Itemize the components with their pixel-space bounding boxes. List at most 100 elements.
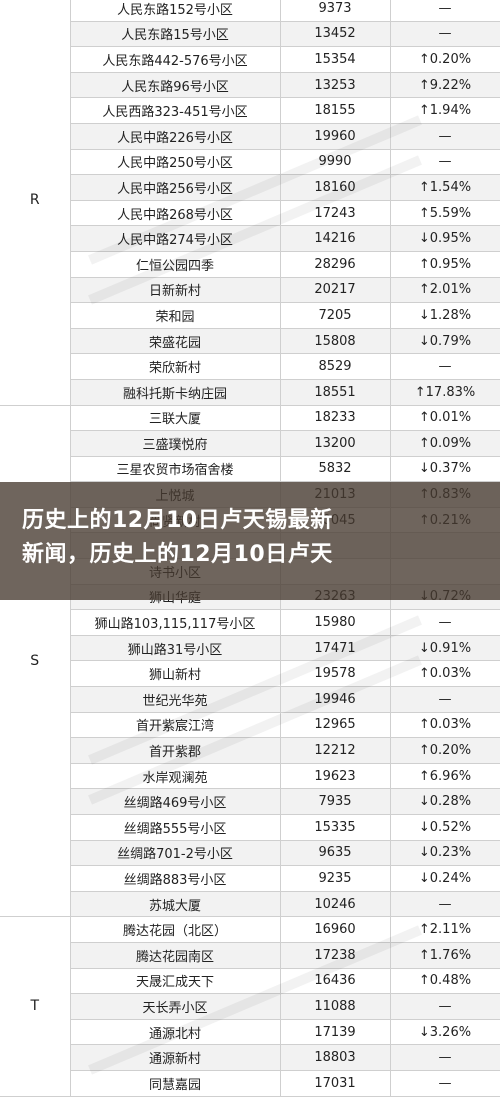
change-cell: ↓0.95%	[389, 225, 500, 252]
table-row: 人民东路15号小区 13452—	[0, 20, 500, 48]
change-cell: ↑0.48%	[389, 967, 500, 995]
name-cell: 人民中路274号小区	[69, 225, 281, 252]
change-cell: ↓0.37%	[389, 455, 500, 483]
table-row: 人民中路250号小区 9990—	[0, 148, 500, 176]
table-row: 水岸观澜苑 19623 ↑6.96%	[0, 762, 500, 790]
name-cell: 人民东路152号小区	[69, 0, 281, 22]
change-cell: —	[389, 122, 500, 150]
name-cell: 三联大厦	[69, 404, 281, 432]
table-row: 腾达花园南区 17238 ↑1.76%	[0, 941, 500, 969]
change-cell: ↓1.28%	[389, 302, 500, 329]
table-row: 三星农贸市场宿舍楼 5832 ↓0.37%	[0, 455, 500, 483]
table-row: 狮山路31号小区 17471 ↓0.91%	[0, 634, 500, 662]
name-cell: 天长弄小区	[69, 993, 281, 1020]
change-cell: ↑6.96%	[389, 762, 500, 790]
table-row: 人民中路274号小区 14216 ↓0.95%	[0, 225, 500, 252]
name-cell: 荣和园	[69, 302, 281, 329]
change-cell: ↑17.83%	[389, 378, 500, 406]
price-cell: 7205	[279, 302, 391, 329]
price-cell: 18155	[279, 97, 391, 124]
name-cell: 三盛璞悦府	[69, 430, 281, 457]
price-cell: 13200	[279, 430, 391, 457]
change-cell: ↑0.20%	[389, 737, 500, 764]
name-cell: 通源新村	[69, 1044, 281, 1071]
price-cell: 12965	[279, 711, 391, 739]
change-cell: ↑0.03%	[389, 660, 500, 688]
title-banner: 历史上的12月10日卢天锡最新 新闻，历史上的12月10日卢天	[0, 482, 500, 600]
price-cell: 8529	[279, 353, 391, 380]
table-row: 通源新村 18803—	[0, 1044, 500, 1071]
name-cell: 首开紫郡	[69, 737, 281, 764]
table-row: 三盛璞悦府 13200 ↑0.09%	[0, 430, 500, 457]
price-cell: 13452	[279, 20, 391, 48]
table-row: 苏城大厦 10246—	[0, 890, 500, 918]
price-cell: 9235	[279, 865, 391, 892]
price-cell: 17243	[279, 199, 391, 227]
price-cell: 9635	[279, 839, 391, 867]
price-cell: 9990	[279, 148, 391, 176]
name-cell: 丝绸路555号小区	[69, 814, 281, 841]
name-cell: 人民东路96号小区	[69, 71, 281, 99]
name-cell: 人民中路268号小区	[69, 199, 281, 227]
change-cell: ↑1.76%	[389, 941, 500, 969]
table-row: 日新新村 20217 ↑2.01%	[0, 276, 500, 304]
table-row: 荣和园 7205 ↓1.28%	[0, 302, 500, 329]
table-row: 丝绸路701-2号小区 9635 ↓0.23%	[0, 839, 500, 867]
name-cell: 天晟汇成天下	[69, 967, 281, 995]
table-row: 丝绸路555号小区 15335 ↓0.52%	[0, 814, 500, 841]
banner-title-line-2: 新闻，历史上的12月10日卢天	[22, 542, 333, 567]
price-cell: 17139	[279, 1018, 391, 1046]
price-cell: 11088	[279, 993, 391, 1020]
price-cell: 15980	[279, 609, 391, 636]
name-cell: 人民东路15号小区	[69, 20, 281, 48]
table-row: T 腾达花园（北区） 16960 ↑2.11%	[0, 916, 500, 1097]
change-cell: —	[389, 609, 500, 636]
price-cell: 19623	[279, 762, 391, 790]
change-cell: —	[389, 993, 500, 1020]
price-cell: 12212	[279, 737, 391, 764]
change-cell: ↑0.09%	[389, 430, 500, 457]
change-cell: ↑9.22%	[389, 71, 500, 99]
name-cell: 人民西路323-451号小区	[69, 97, 281, 124]
price-cell: 16960	[279, 916, 391, 943]
price-cell: 13253	[279, 71, 391, 99]
change-cell: ↑0.20%	[389, 46, 500, 73]
name-cell: 丝绸路701-2号小区	[69, 839, 281, 867]
name-cell: 日新新村	[69, 276, 281, 304]
change-cell: ↓0.23%	[389, 839, 500, 867]
change-cell: —	[389, 686, 500, 713]
change-cell: —	[389, 890, 500, 918]
price-cell: 18803	[279, 1044, 391, 1071]
price-cell: 16436	[279, 967, 391, 995]
group-letter: T	[0, 916, 71, 1097]
name-cell: 仁恒公园四季	[69, 250, 281, 278]
name-cell: 狮山新村	[69, 660, 281, 688]
change-cell: —	[389, 353, 500, 380]
change-cell: ↑1.54%	[389, 174, 500, 201]
price-cell: 20217	[279, 276, 391, 304]
change-cell: ↑1.94%	[389, 97, 500, 124]
name-cell: 三星农贸市场宿舍楼	[69, 455, 281, 483]
table-row: 狮山路103,115,117号小区 15980—	[0, 609, 500, 636]
price-cell: 19960	[279, 122, 391, 150]
name-cell: 苏城大厦	[69, 890, 281, 918]
table-row: 人民中路226号小区 19960—	[0, 122, 500, 150]
change-cell: ↑0.03%	[389, 711, 500, 739]
change-cell: ↓0.79%	[389, 327, 500, 355]
table-row: 狮山新村 19578 ↑0.03%	[0, 660, 500, 688]
table-row: S 三联大厦 18233 ↑0.01%	[0, 404, 500, 918]
name-cell: 腾达花园（北区）	[69, 916, 281, 943]
price-cell: 17031	[279, 1069, 391, 1097]
change-cell: —	[389, 0, 500, 22]
table-row: 丝绸路469号小区 7935 ↓0.28%	[0, 788, 500, 815]
banner-title-line-1: 历史上的12月10日卢天锡最新	[22, 508, 333, 533]
price-cell: 18233	[279, 404, 391, 432]
change-cell: ↓0.91%	[389, 634, 500, 662]
table-row: 人民东路96号小区 13253 ↑9.22%	[0, 71, 500, 99]
table-row: 人民东路442-576号小区 15354 ↑0.20%	[0, 46, 500, 73]
change-cell: ↑5.59%	[389, 199, 500, 227]
name-cell: 人民中路226号小区	[69, 122, 281, 150]
price-cell: 28296	[279, 250, 391, 278]
name-cell: 人民东路442-576号小区	[69, 46, 281, 73]
price-cell: 15335	[279, 814, 391, 841]
